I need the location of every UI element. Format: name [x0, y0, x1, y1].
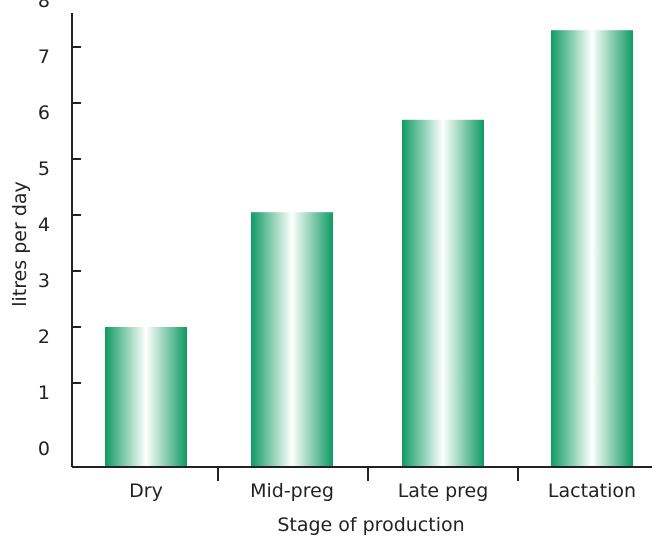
y-axis-title: litres per day: [9, 181, 31, 307]
bar-dry: [105, 327, 187, 467]
labels-group: 0 1 2 3 4 5 6 7 8 Dry Mid-preg Late preg Lactation: [38, 0, 636, 502]
y-tick-label-6: 6: [38, 102, 50, 124]
x-tick-label-late-preg: Late preg: [398, 480, 489, 502]
bars-group: [105, 30, 633, 468]
x-axis-title: Stage of production: [277, 514, 464, 536]
x-tick-label-dry: Dry: [129, 480, 163, 502]
y-tick-label-1: 1: [38, 382, 50, 404]
bar-lactation: [551, 30, 633, 467]
axes-group: [71, 13, 652, 481]
x-tick-label-lactation: Lactation: [548, 480, 636, 502]
y-tick-label-4: 4: [38, 214, 50, 236]
y-tick-label-2: 2: [38, 326, 50, 348]
bar-mid-preg: [251, 212, 333, 467]
y-tick-label-7: 7: [38, 46, 50, 68]
y-tick-label-5: 5: [38, 158, 50, 180]
y-tick-label-0: 0: [38, 438, 50, 460]
x-tick-label-mid-preg: Mid-preg: [250, 480, 334, 502]
y-tick-label-3: 3: [38, 270, 50, 292]
y-tick-label-8: 8: [38, 0, 50, 12]
bar-late-preg: [402, 119, 484, 468]
